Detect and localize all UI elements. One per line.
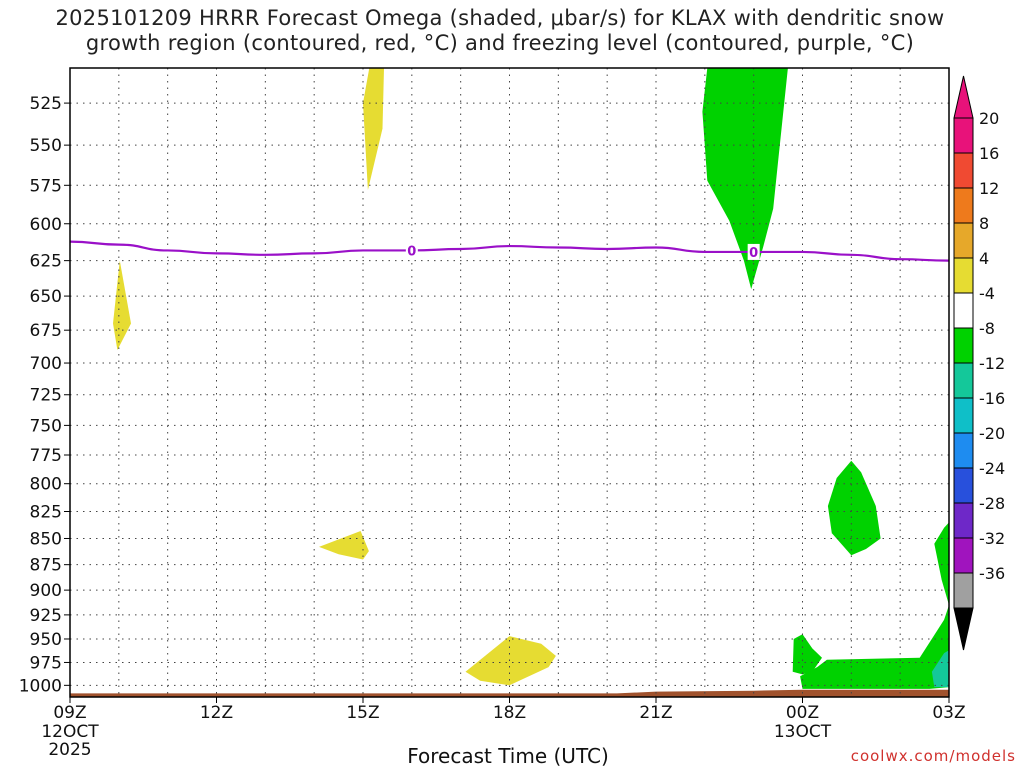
- colorbar-bin: [953, 362, 974, 399]
- colorbar-tick-label: -12: [979, 354, 1005, 373]
- colorbar-bin: [953, 222, 974, 259]
- omega-region: [465, 636, 556, 686]
- colorbar-tick-label: -36: [979, 564, 1005, 583]
- omega-region: [800, 522, 949, 689]
- colorbar-tick-label: -16: [979, 389, 1005, 408]
- x-axis-label: Forecast Time (UTC): [407, 744, 609, 768]
- colorbar-tick-label: -4: [979, 284, 995, 303]
- y-tick-label: 550: [30, 136, 62, 156]
- colorbar-bin: [953, 152, 974, 189]
- colorbar-tick-label: 12: [979, 179, 999, 198]
- y-tick-label: 950: [30, 630, 62, 650]
- freezing-level-line: [69, 240, 950, 262]
- y-tick-label: 725: [30, 386, 62, 406]
- colorbar-tick-label: -28: [979, 494, 1005, 513]
- y-tick-label: 850: [30, 529, 62, 549]
- x-tick-label: 15Z: [346, 703, 379, 723]
- x-tick-date-label: 13OCT: [774, 722, 832, 742]
- omega-region: [319, 531, 369, 560]
- contour-label-bg: [405, 242, 418, 259]
- colorbar-bin: [953, 572, 974, 609]
- colorbar-tick-label: -20: [979, 424, 1005, 443]
- y-tick-label: 750: [30, 416, 62, 436]
- y-tick-label: 525: [30, 94, 62, 114]
- y-tick-label: 925: [30, 606, 62, 626]
- omega-region: [702, 68, 788, 290]
- y-tick-label: 625: [30, 252, 62, 272]
- colorbar-bin: [953, 397, 974, 434]
- x-tick-label: 03Z: [932, 703, 965, 723]
- contour-label: 0: [749, 246, 758, 261]
- omega-region: [113, 260, 131, 350]
- y-tick-label: 900: [30, 581, 62, 601]
- y-tick-label: 775: [30, 446, 62, 466]
- y-tick-label: 650: [30, 287, 62, 307]
- colorbar-tick-label: -8: [979, 319, 995, 338]
- omega-shading: [113, 68, 949, 689]
- plot-frame: [69, 67, 950, 698]
- y-tick-label: 575: [30, 176, 62, 196]
- y-tick-label: 875: [30, 556, 62, 576]
- colorbar: 20 16 12 8 4 -4 -8 -12 -16 -20 -24 -28 -32 -36: [953, 75, 1005, 651]
- colorbar-bin: [953, 467, 974, 504]
- y-tick-label: 700: [30, 354, 62, 374]
- y-axis: 525 550 575 600 625 650 675 700 725 750 775 800 825 8…: [19, 94, 70, 696]
- colorbar-top-extend: [953, 75, 974, 119]
- contour-label: 0: [407, 244, 416, 259]
- y-tick-label: 675: [30, 321, 62, 341]
- colorbar-tick-label: 4: [979, 249, 989, 268]
- colorbar-bin: [953, 327, 974, 364]
- omega-region: [792, 634, 822, 675]
- colorbar-tick-label: 8: [979, 214, 989, 233]
- colorbar-bin: [953, 292, 974, 329]
- y-tick-label: 1000: [19, 676, 62, 696]
- x-tick-label: 21Z: [639, 703, 672, 723]
- grid: [70, 68, 949, 697]
- omega-region: [363, 68, 384, 190]
- colorbar-tick-label: -32: [979, 529, 1005, 548]
- omega-region: [827, 460, 881, 556]
- x-tick-year-label: 2025: [48, 740, 91, 760]
- colorbar-tick-label: 20: [979, 109, 999, 128]
- colorbar-tick-label: 16: [979, 144, 999, 163]
- omega-region: [931, 650, 949, 688]
- chart-title-line-1: 2025101209 HRRR Forecast Omega (shaded, …: [55, 6, 945, 30]
- x-tick-label: 18Z: [493, 703, 526, 723]
- colorbar-bin: [953, 502, 974, 539]
- colorbar-bottom-extend: [953, 607, 974, 651]
- y-tick-label: 600: [30, 215, 62, 235]
- contour-label-bg: [747, 243, 760, 260]
- colorbar-tick-label: -24: [979, 459, 1005, 478]
- x-tick-label: 00Z: [786, 703, 819, 723]
- y-tick-label: 800: [30, 475, 62, 495]
- x-tick-label: 12Z: [200, 703, 233, 723]
- colorbar-bin: [953, 537, 974, 574]
- y-tick-label: 975: [30, 653, 62, 673]
- colorbar-bin: [953, 187, 974, 224]
- colorbar-bin: [953, 432, 974, 469]
- chart-title-line-2: growth region (contoured, red, °C) and f…: [85, 31, 915, 55]
- source-credit: coolwx.com/models: [850, 747, 1016, 765]
- x-tick-label: 09Z: [53, 703, 86, 723]
- chart-title: 2025101209 HRRR Forecast Omega (shaded, …: [0, 6, 1000, 56]
- x-tick-date-label: 12OCT: [41, 722, 99, 742]
- y-tick-label: 825: [30, 503, 62, 523]
- colorbar-bin: [953, 117, 974, 154]
- colorbar-bin: [953, 257, 974, 294]
